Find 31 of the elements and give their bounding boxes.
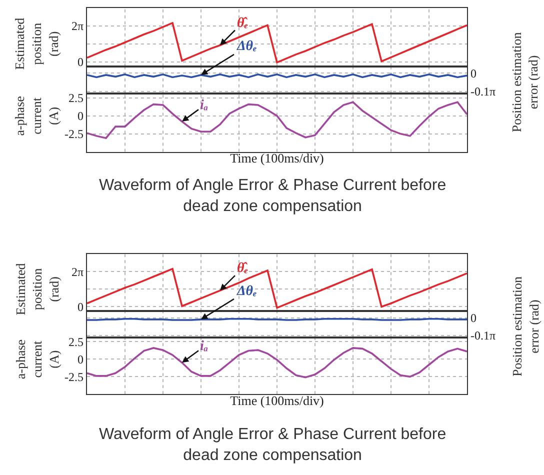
y-tick-label: -2.5 [64,370,84,384]
line-series [87,101,467,139]
y-tick-label: 0 [78,55,84,70]
y-tick-label: 2π [71,19,84,34]
series-label: θ̂ₑ [237,16,248,31]
y-axis-title: a-phase current (A) [12,96,61,136]
y-tick-label: 0 [78,109,84,123]
series-label: iₐ [200,339,208,354]
x-axis-title: Time (100ms/div) [230,150,324,166]
y-tick-label: 0 [78,300,84,314]
text: Waveform of Angle Error & Phase Current before dead zone compensation [99,426,446,464]
y-tick-label: 2.5 [68,91,84,106]
y-tick-label: -0.1π [470,328,496,342]
y-tick-label: 2.5 [68,334,84,349]
y-tick-label: 0 [78,352,84,366]
y-tick-label: 2π [71,264,84,279]
y-tick-label: -0.1π [470,84,496,98]
y-axis-title: a-phase current (A) [12,339,62,380]
y-tick-label: -2.5 [64,126,84,141]
y-tick-label: 0 [470,310,476,325]
series-label: Δθₑ [236,39,258,54]
y-axis-title: Position estimation error (rad) [508,32,541,132]
series-label: Δθₑ [236,284,258,299]
series-label: θ̂ₑ [237,261,248,276]
series-label: iₐ [200,98,208,113]
y-axis-title: Position estimation error (rad) [509,276,542,377]
text: Waveform of Angle Error & Phase Current before dead zone compensation [99,177,446,215]
y-axis-title: Estimated position (rad) [12,262,62,316]
y-axis-title: Estimated position (rad) [12,17,61,70]
y-tick-label: 0 [470,66,476,80]
x-axis-title: Time (100ms/div) [230,392,324,408]
